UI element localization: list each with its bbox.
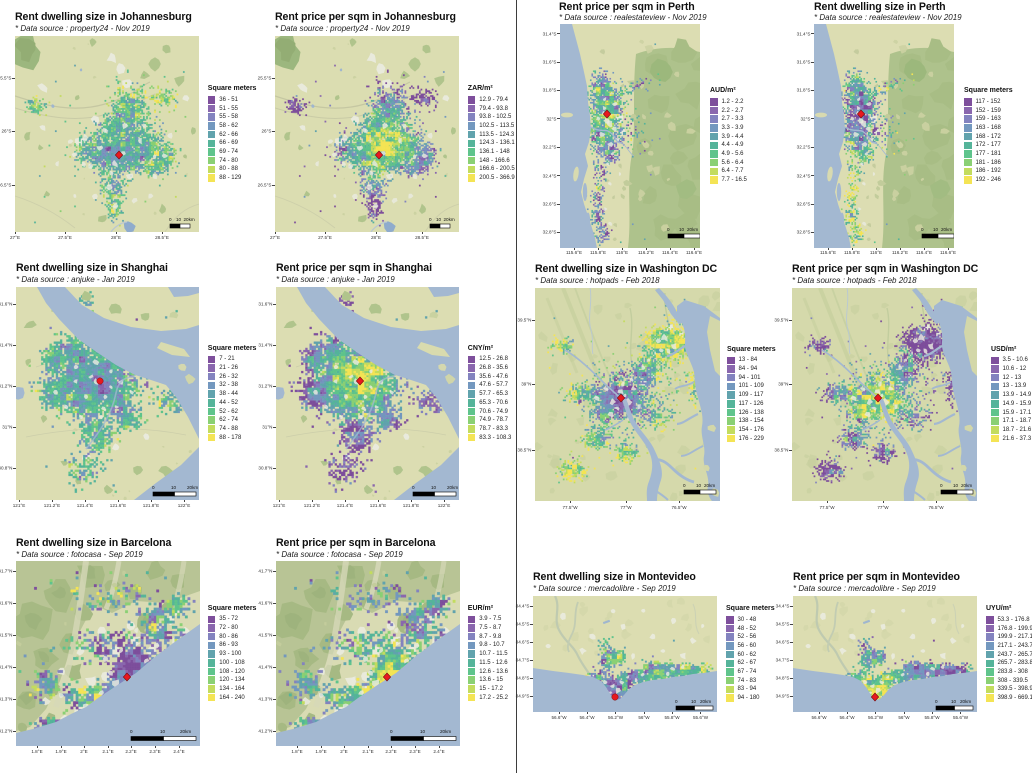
svg-text:20km: 20km: [704, 483, 715, 488]
svg-text:0: 0: [935, 699, 938, 704]
svg-text:10: 10: [953, 483, 959, 488]
svg-text:20km: 20km: [687, 227, 698, 232]
svg-text:10: 10: [171, 485, 177, 490]
svg-text:10: 10: [431, 485, 437, 490]
svg-text:20km: 20km: [961, 483, 972, 488]
svg-text:20km: 20km: [941, 227, 952, 232]
svg-text:20km: 20km: [444, 217, 455, 222]
svg-text:0: 0: [169, 217, 172, 222]
svg-text:0: 0: [390, 729, 393, 734]
svg-text:10: 10: [679, 227, 685, 232]
svg-text:0: 0: [412, 485, 415, 490]
svg-text:0: 0: [130, 729, 133, 734]
svg-text:10: 10: [933, 227, 939, 232]
svg-text:20km: 20km: [180, 729, 191, 734]
svg-text:20km: 20km: [184, 217, 195, 222]
svg-text:20km: 20km: [447, 485, 458, 490]
svg-text:10: 10: [436, 217, 442, 222]
svg-text:10: 10: [420, 729, 426, 734]
svg-text:0: 0: [429, 217, 432, 222]
svg-text:20km: 20km: [440, 729, 451, 734]
svg-text:20km: 20km: [187, 485, 198, 490]
svg-text:10: 10: [691, 699, 697, 704]
svg-text:0: 0: [667, 227, 670, 232]
svg-text:0: 0: [675, 699, 678, 704]
svg-text:0: 0: [152, 485, 155, 490]
svg-text:20km: 20km: [700, 699, 711, 704]
svg-text:10: 10: [951, 699, 957, 704]
svg-text:10: 10: [160, 729, 166, 734]
svg-text:0: 0: [683, 483, 686, 488]
svg-text:10: 10: [696, 483, 702, 488]
svg-text:0: 0: [921, 227, 924, 232]
svg-text:10: 10: [176, 217, 182, 222]
svg-text:0: 0: [940, 483, 943, 488]
svg-text:20km: 20km: [960, 699, 971, 704]
